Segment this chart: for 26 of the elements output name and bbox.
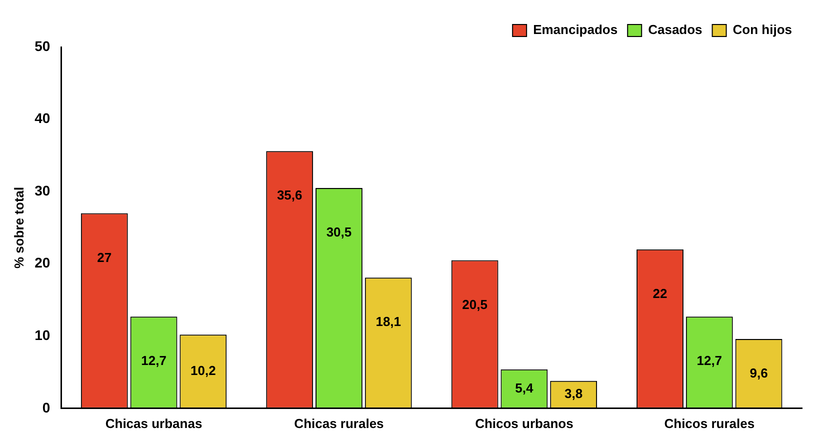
legend-label: Emancipados	[533, 22, 618, 38]
x-tick-label: Chicos urbanos	[475, 416, 574, 431]
data-label: 10,2	[190, 363, 216, 378]
data-label: 27	[97, 250, 112, 265]
y-tick-label: 40	[34, 110, 50, 126]
x-tick-label: Chicos rurales	[664, 416, 755, 431]
x-tick-label: Chicas urbanas	[105, 416, 202, 431]
y-tick-label: 30	[34, 182, 50, 198]
legend-label: Con hijos	[732, 22, 792, 38]
y-tick-label: 0	[42, 399, 50, 416]
data-label: 5,4	[515, 380, 534, 396]
y-tick-label: 20	[34, 254, 50, 271]
x-tick-label: Chicas rurales	[294, 416, 384, 431]
data-label: 12,7	[141, 353, 166, 368]
y-tick-label: 10	[34, 326, 50, 343]
data-label: 22	[652, 286, 668, 301]
data-label: 20,5	[462, 296, 488, 312]
y-axis-title: % sobre total	[11, 186, 26, 269]
legend-label: Casados	[648, 22, 702, 38]
data-label: 9,6	[750, 365, 768, 380]
data-label: 35,6	[276, 188, 302, 203]
data-label: 18,1	[376, 314, 402, 330]
y-tick-label: 50	[34, 38, 50, 54]
data-label: 3,8	[564, 386, 583, 402]
data-label: 30,5	[326, 224, 352, 240]
data-label: 12,7	[696, 353, 722, 368]
